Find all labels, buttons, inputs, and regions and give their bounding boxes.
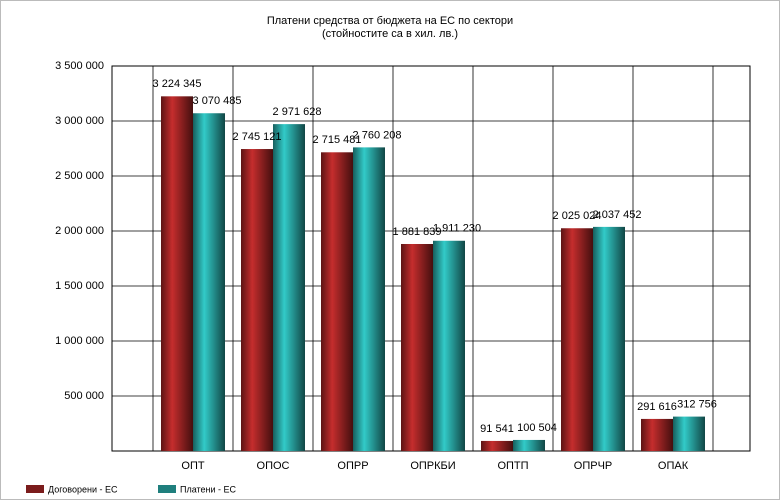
x-tick-label: ОПТП xyxy=(497,460,528,472)
bar xyxy=(593,226,625,451)
y-tick-label: 3 000 000 xyxy=(55,115,104,127)
value-label: 91 541 xyxy=(480,423,514,435)
y-tick-label: 1 500 000 xyxy=(55,280,104,292)
value-label: 3 070 485 xyxy=(193,95,242,107)
x-tick-label: ОПРР xyxy=(337,460,368,472)
x-tick-label: ОПТ xyxy=(181,460,204,472)
value-label: 291 616 xyxy=(637,401,677,413)
value-label: 1 881 839 xyxy=(393,226,442,238)
bar xyxy=(353,147,385,451)
bar xyxy=(481,440,513,451)
bar xyxy=(241,149,273,452)
value-label: 2 760 208 xyxy=(353,129,402,141)
value-label: 100 504 xyxy=(517,422,557,434)
bar xyxy=(561,228,593,451)
value-label: 312 756 xyxy=(677,399,717,411)
bar xyxy=(641,418,673,451)
bar xyxy=(513,439,545,451)
value-label: 2 037 452 xyxy=(593,209,642,221)
chart-title: Платени средства от бюджета на ЕС по сек… xyxy=(267,15,513,27)
value-label: 1 911 230 xyxy=(433,223,481,235)
x-tick-label: ОПОС xyxy=(257,460,290,472)
legend-label: Платени - ЕС xyxy=(180,484,237,494)
x-tick-label: ОПРЧР xyxy=(574,460,612,472)
legend-label: Договорени - ЕС xyxy=(48,484,118,494)
value-label: 2 971 628 xyxy=(273,106,322,118)
value-label: 2 025 024 xyxy=(553,210,602,222)
value-label: 2 715 481 xyxy=(313,134,362,146)
value-label: 3 224 345 xyxy=(153,78,202,90)
bar xyxy=(321,152,353,451)
y-tick-label: 2 500 000 xyxy=(55,170,104,182)
legend-swatch xyxy=(158,485,176,493)
x-tick-label: ОПРКБИ xyxy=(410,460,455,472)
bar xyxy=(401,243,433,451)
bar xyxy=(433,240,465,451)
y-tick-label: 500 000 xyxy=(64,390,104,402)
value-label: 2 745 121 xyxy=(233,131,282,143)
y-tick-label: 2 000 000 xyxy=(55,225,104,237)
legend-swatch xyxy=(26,485,44,493)
y-tick-label: 3 500 000 xyxy=(55,60,104,72)
bar xyxy=(161,96,193,451)
chart-subtitle: (стойностите са в хил. лв.) xyxy=(322,28,458,40)
bar xyxy=(193,113,225,452)
y-tick-label: 1 000 000 xyxy=(55,335,104,347)
bar xyxy=(673,416,705,451)
x-tick-label: ОПАК xyxy=(658,460,689,472)
bar xyxy=(273,124,305,452)
